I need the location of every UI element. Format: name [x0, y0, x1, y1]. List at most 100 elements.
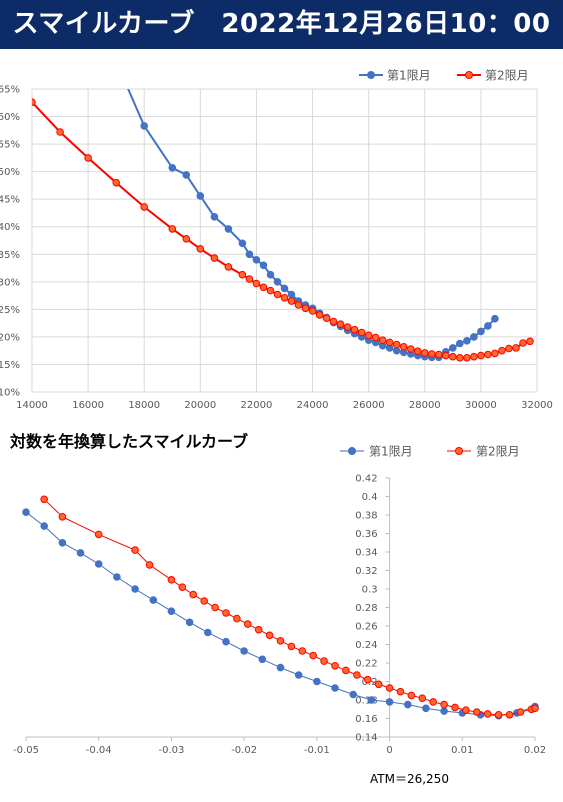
data-point	[396, 687, 405, 696]
data-point	[140, 122, 148, 130]
data-point	[442, 351, 450, 360]
data-point	[113, 58, 120, 65]
legend-marker	[348, 447, 356, 455]
x-tick-label: 26000	[353, 400, 385, 411]
data-point	[505, 711, 514, 719]
x-tick-label: 24000	[297, 400, 329, 411]
data-point	[449, 344, 457, 352]
data-point	[364, 675, 372, 684]
data-point	[204, 628, 212, 637]
data-point	[168, 225, 177, 233]
y-tick-label: 0.16	[355, 714, 377, 725]
y-tick-label: 0.18	[355, 696, 377, 707]
y-tick-label: 0.38	[355, 511, 377, 522]
atm-label: ATM＝26,250	[370, 772, 449, 786]
x-tick-label: 18000	[128, 400, 160, 411]
data-point	[367, 696, 376, 704]
data-point	[245, 275, 254, 283]
y-tick-label: 0.28	[355, 603, 377, 614]
x-tick-label: 0	[386, 745, 392, 756]
data-point	[418, 694, 427, 703]
data-point	[422, 704, 430, 713]
legend-label: 第1限月	[387, 69, 431, 83]
data-point	[473, 708, 481, 716]
data-point	[308, 307, 317, 315]
data-point	[258, 655, 267, 664]
data-point	[349, 690, 358, 699]
data-point	[399, 343, 408, 351]
data-point	[287, 297, 296, 305]
y-tick-label: 60%	[0, 112, 20, 123]
data-point	[331, 684, 339, 692]
data-point	[244, 620, 252, 628]
data-point	[505, 344, 513, 353]
data-point	[178, 583, 187, 591]
data-point	[526, 337, 534, 346]
y-tick-label: 0.42	[355, 474, 377, 485]
data-point	[353, 671, 361, 679]
data-point	[449, 352, 457, 361]
data-point	[76, 549, 85, 557]
x-tick-label: 30000	[465, 400, 497, 411]
data-point	[385, 338, 394, 347]
data-point	[273, 278, 282, 286]
y-tick-label: 10%	[0, 388, 20, 399]
data-point	[428, 350, 436, 358]
y-tick-label: 0.34	[355, 548, 377, 559]
y-tick-label: 0.24	[355, 640, 377, 651]
data-point	[343, 323, 352, 331]
x-tick-label: -0.04	[86, 745, 112, 756]
data-point	[331, 662, 339, 670]
data-point	[322, 314, 331, 323]
data-point	[484, 350, 492, 359]
data-point	[276, 637, 285, 645]
data-point	[259, 283, 268, 292]
data-point	[429, 698, 438, 706]
legend-label: 第2限月	[476, 445, 520, 459]
x-tick-label: 14000	[16, 400, 48, 411]
data-point	[491, 349, 499, 358]
x-tick-label: -0.01	[304, 745, 330, 756]
data-point	[200, 597, 208, 605]
data-point	[456, 339, 464, 348]
data-point	[512, 344, 520, 352]
data-point	[167, 576, 176, 584]
data-point	[168, 164, 177, 172]
data-point	[364, 331, 373, 340]
data-point	[94, 560, 103, 568]
data-point	[238, 239, 247, 248]
data-point	[357, 328, 366, 337]
data-point	[294, 301, 303, 309]
data-point	[287, 290, 296, 299]
x-tick-label: 28000	[409, 400, 441, 411]
data-point	[58, 513, 67, 521]
data-point	[313, 677, 321, 686]
data-point	[385, 684, 394, 692]
data-point	[259, 261, 268, 270]
data-point	[252, 279, 261, 288]
data-point	[378, 336, 387, 345]
legend-label: 第1限月	[369, 445, 413, 459]
data-point	[266, 286, 275, 295]
data-point	[40, 522, 49, 530]
y-tick-label: 0.26	[355, 622, 377, 633]
log-smile-curve-chart: 0.140.160.180.20.220.240.260.280.30.320.…	[13, 445, 546, 757]
data-point	[516, 708, 525, 716]
data-point	[254, 625, 263, 634]
y-tick-label: 0.3	[362, 585, 378, 596]
data-point	[483, 710, 492, 718]
y-tick-label: 0.4	[362, 492, 378, 503]
data-point	[145, 561, 154, 569]
data-point	[371, 333, 380, 342]
data-point	[451, 703, 459, 712]
y-tick-label: 35%	[0, 250, 20, 261]
data-point	[421, 349, 429, 357]
series-line	[127, 89, 496, 359]
log-chart-title: 対数を年換算したスマイルカーブ	[10, 432, 249, 451]
data-point	[280, 294, 289, 302]
y-tick-label: 65%	[0, 85, 20, 96]
data-point	[477, 327, 485, 336]
data-point	[266, 270, 275, 279]
data-point	[131, 585, 139, 593]
data-point	[407, 345, 415, 353]
